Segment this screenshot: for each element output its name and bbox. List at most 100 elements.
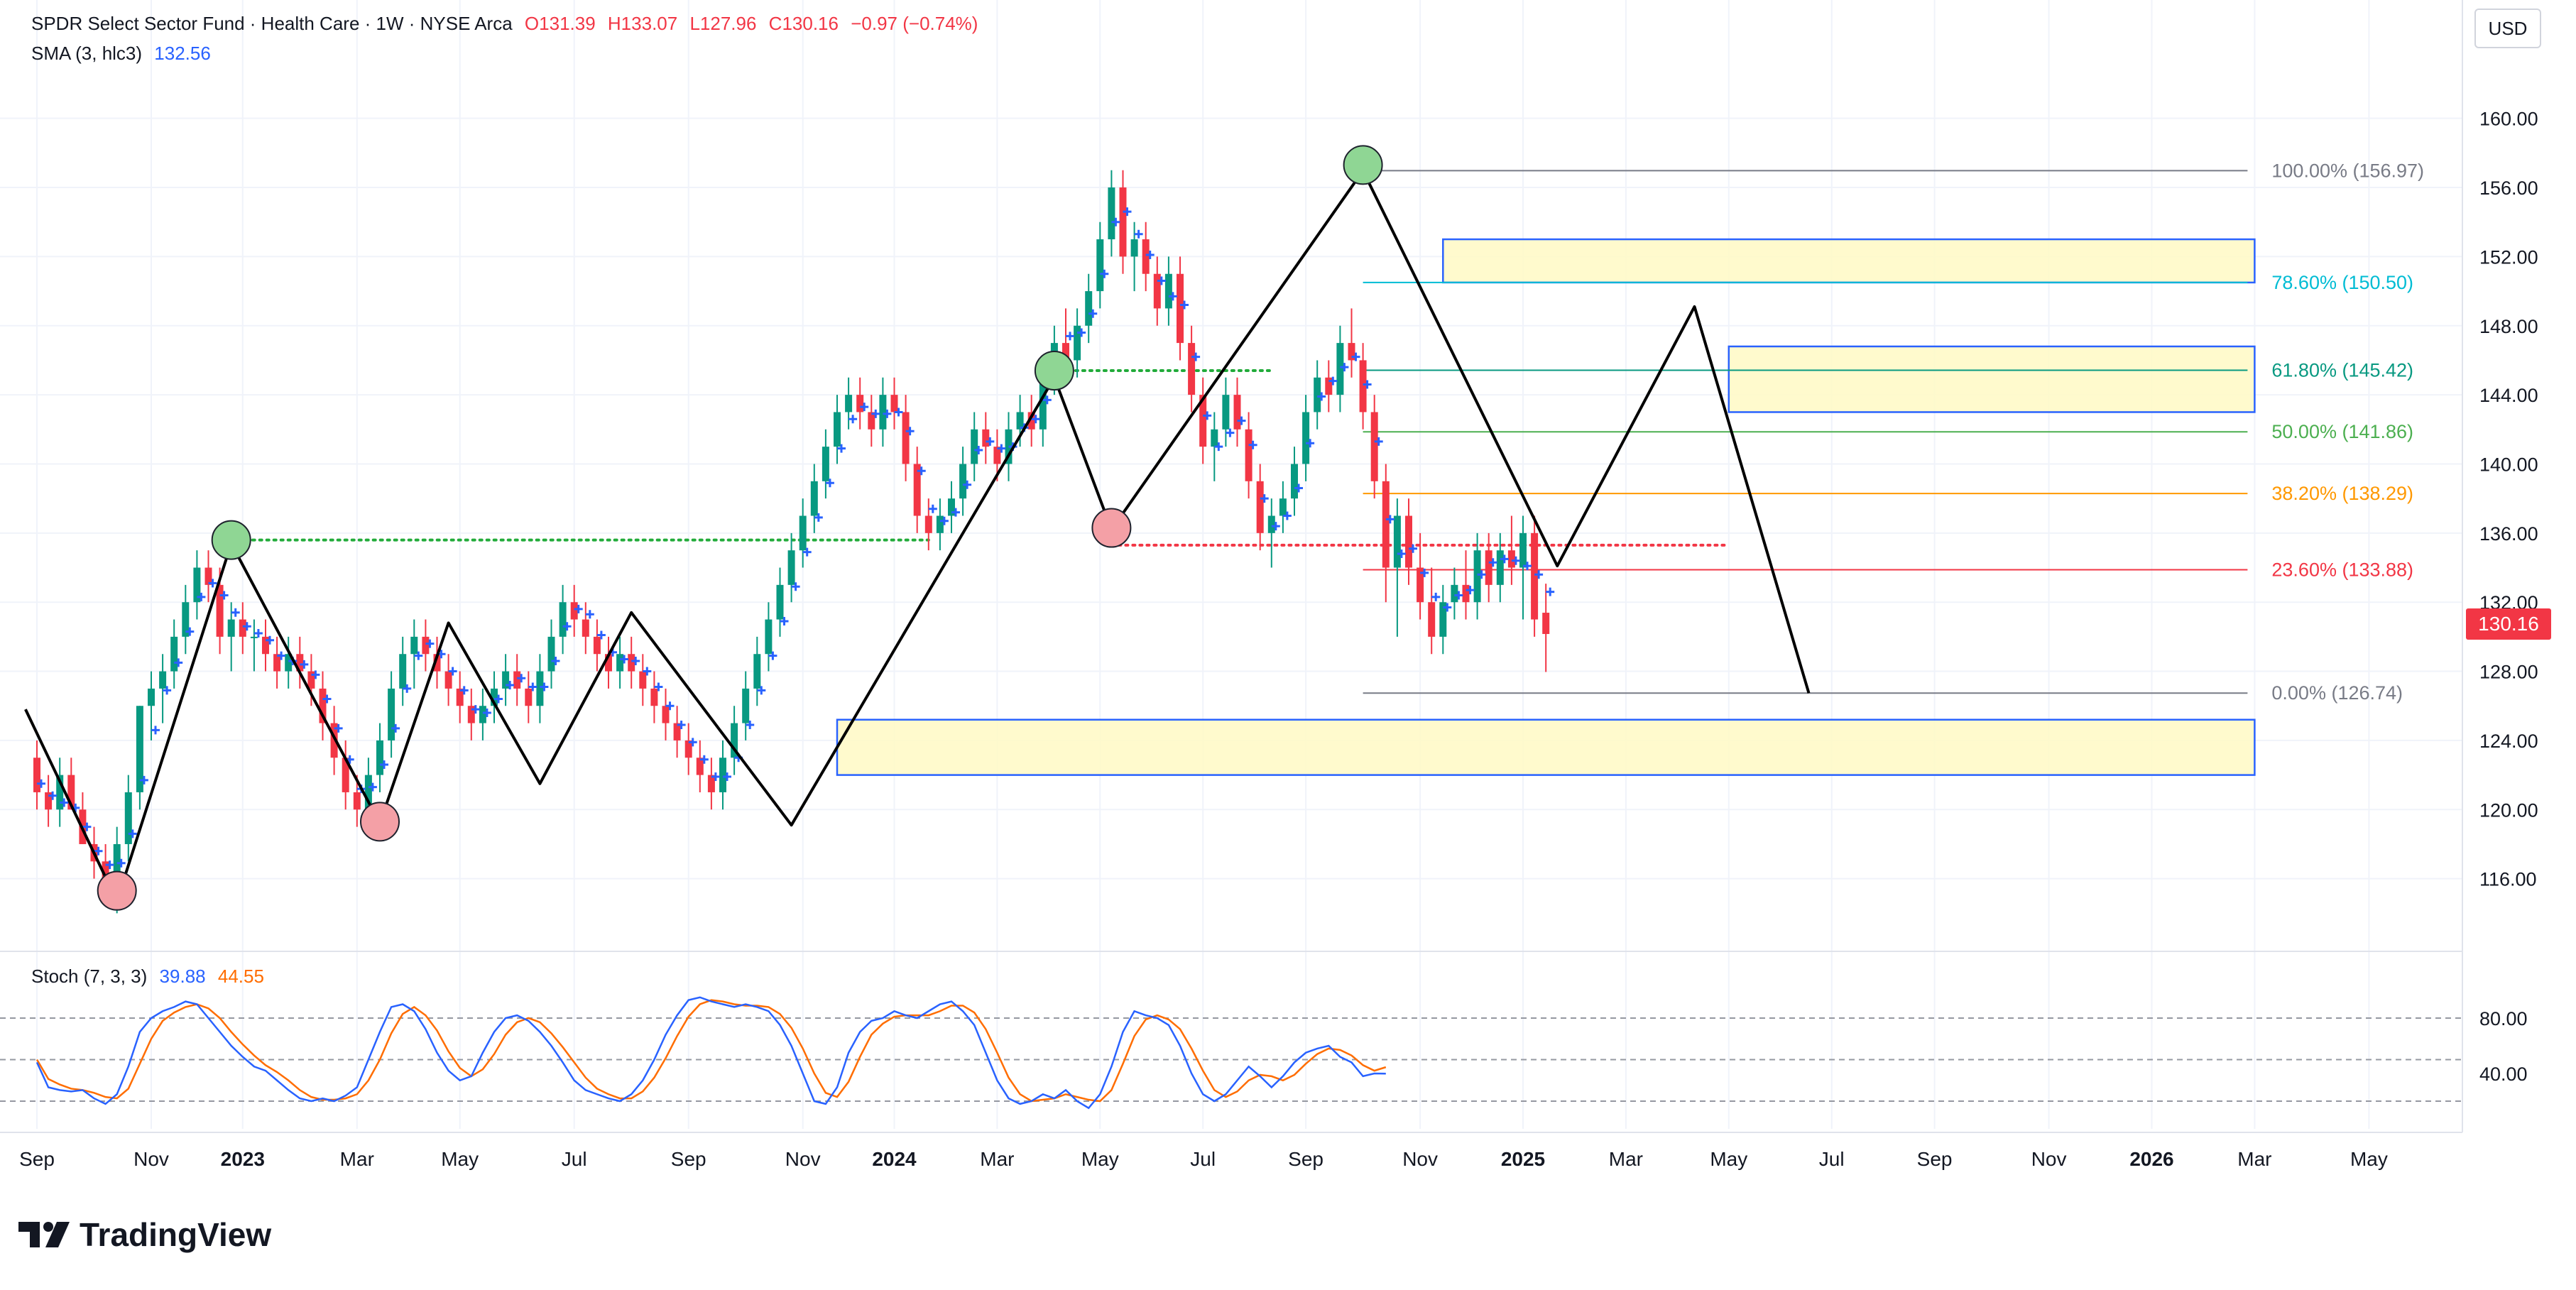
candle-body xyxy=(364,775,372,810)
candle-body xyxy=(1074,325,1081,361)
candle-body xyxy=(1519,532,1527,568)
price-tick-label: 140.00 xyxy=(2479,454,2538,475)
zone-box xyxy=(836,718,2256,776)
price-tick-label: 156.00 xyxy=(2479,177,2538,199)
candle-body xyxy=(1279,498,1287,516)
candle-body xyxy=(924,515,932,533)
sma-point xyxy=(631,656,640,665)
candle-body xyxy=(1233,395,1241,430)
currency-button[interactable]: USD xyxy=(2474,9,2541,48)
candle-body xyxy=(1542,613,1550,634)
pivot-high-circle xyxy=(1034,351,1074,391)
candle-body xyxy=(856,395,864,412)
candle-body xyxy=(262,636,269,655)
candle-body xyxy=(296,654,304,672)
sma-point xyxy=(837,444,846,453)
candle-body xyxy=(890,395,898,412)
sma-point xyxy=(242,622,251,631)
sma-point xyxy=(1180,300,1189,310)
candle-body xyxy=(1485,550,1492,585)
candle-body xyxy=(285,654,293,672)
sma-label[interactable]: SMA (3, hlc3) xyxy=(31,43,143,64)
candle-body xyxy=(1108,187,1115,240)
legend-stoch: Stoch (7, 3, 3) 39.88 44.55 xyxy=(31,966,271,988)
stoch-d-value: 44.55 xyxy=(217,966,264,987)
change-value: −0.97 (−0.74%) xyxy=(851,13,978,34)
candle-body xyxy=(170,636,178,672)
sma-point xyxy=(1157,276,1166,285)
symbol-title[interactable]: SPDR Select Sector Fund · Health Care · … xyxy=(31,13,513,34)
price-tick-label: 152.00 xyxy=(2479,246,2538,268)
candle-body xyxy=(879,395,887,430)
sma-point xyxy=(939,516,949,525)
sma-point xyxy=(471,705,480,714)
candle-body xyxy=(45,792,53,810)
candle-body xyxy=(319,688,327,723)
sma-point xyxy=(94,846,103,856)
candle-body xyxy=(993,447,1001,464)
sma-point xyxy=(60,798,69,807)
stoch-d-line xyxy=(36,999,1387,1103)
sma-point xyxy=(300,660,309,669)
sma-point xyxy=(1237,416,1246,425)
sma-point xyxy=(723,772,731,782)
sma-point xyxy=(1214,442,1223,452)
sma-point xyxy=(905,427,915,436)
sma-point xyxy=(368,782,377,792)
candle-body xyxy=(1153,273,1161,309)
sma-point xyxy=(494,694,503,704)
pivot-circles xyxy=(97,145,1383,911)
stoch-label[interactable]: Stoch (7, 3, 3) xyxy=(31,966,148,987)
candle-body xyxy=(1062,343,1069,361)
price-tick-label: 136.00 xyxy=(2479,523,2538,545)
sma-point xyxy=(986,437,995,446)
price-tick-label: 160.00 xyxy=(2479,109,2538,130)
candle-body xyxy=(1256,481,1264,533)
sma-point xyxy=(1351,352,1360,361)
sma-point xyxy=(1488,558,1497,567)
sma-point xyxy=(414,651,423,660)
candle-body xyxy=(948,498,955,516)
candle-body xyxy=(753,654,761,689)
candle-body xyxy=(330,723,338,758)
sma-point xyxy=(562,622,572,631)
time-tick-label: Mar xyxy=(2237,1148,2271,1170)
candle-body xyxy=(444,671,452,689)
candle-body xyxy=(959,464,967,499)
sma-point xyxy=(1477,570,1486,579)
last-price-label: 130.16 xyxy=(2466,608,2551,640)
candle-body xyxy=(845,395,853,412)
time-tick-label: 2026 xyxy=(2129,1148,2173,1170)
price-tick-label: 124.00 xyxy=(2479,731,2538,752)
sma-markers xyxy=(37,207,1555,870)
fib-level-label: 100.00% (156.97) xyxy=(2271,160,2424,181)
sma-point xyxy=(688,738,697,747)
sma-point xyxy=(711,772,720,782)
tradingview-logo[interactable]: TradingView xyxy=(18,1215,271,1254)
candle-body xyxy=(491,688,498,706)
candle-body xyxy=(1417,567,1424,603)
candle-body xyxy=(776,584,784,620)
candle-body xyxy=(570,602,578,620)
sma-point xyxy=(1454,591,1463,600)
candle-body xyxy=(547,636,555,672)
sma-point xyxy=(1466,586,1475,595)
sma-point xyxy=(174,658,183,667)
fib-level-label: 78.60% (150.50) xyxy=(2271,272,2413,293)
sma-point xyxy=(1420,568,1429,577)
candle-body xyxy=(1382,481,1390,568)
fib-level-label: 23.60% (133.88) xyxy=(2271,559,2413,580)
candle-body xyxy=(1211,429,1218,447)
candle-body xyxy=(433,654,441,672)
candle-body xyxy=(1405,515,1412,568)
sma-point xyxy=(791,582,800,591)
sma-point xyxy=(1282,511,1292,520)
candle-body xyxy=(353,792,361,810)
sma-point xyxy=(266,635,274,645)
grid-lines xyxy=(0,0,2463,1133)
candle-body xyxy=(1130,239,1138,257)
sma-point xyxy=(1191,352,1201,361)
sma-point xyxy=(448,667,457,676)
time-tick-label: Sep xyxy=(19,1148,55,1170)
